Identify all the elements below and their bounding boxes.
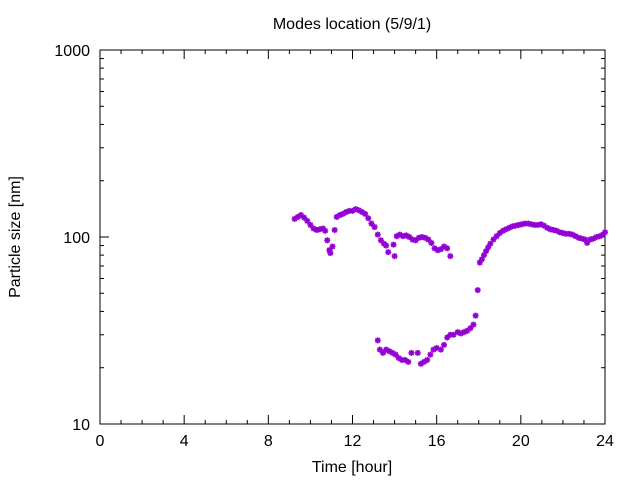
x-tick-label: 20 [512,433,530,450]
x-tick-label: 12 [344,433,362,450]
data-point [374,337,381,344]
data-point [408,349,415,356]
data-point [365,215,372,222]
y-tick-label: 10 [72,417,90,434]
data-point [405,358,412,365]
data-point [324,237,331,244]
data-point [371,224,378,231]
data-point [437,346,444,353]
data-point [362,210,369,217]
y-axis-label: Particle size [nm] [7,176,24,298]
data-point [441,341,448,348]
data-point [374,231,381,238]
plot-frame [99,49,606,425]
data-point [481,252,488,259]
data-point [327,250,334,257]
data-point [391,253,398,260]
data-point [331,227,338,234]
x-tick-label: 4 [180,433,189,450]
data-point [472,312,479,319]
data-point [450,331,457,338]
chart-title: Modes location (5/9/1) [273,16,431,33]
data-point [602,229,608,236]
x-tick-label: 0 [96,433,105,450]
data-point [385,249,392,256]
data-point [447,253,454,260]
data-point [493,233,500,240]
data-point [444,334,451,341]
data-point [444,245,451,252]
data-point [301,214,308,221]
y-tick-label: 100 [63,230,90,247]
data-point [414,349,421,356]
data-point [424,356,431,363]
x-tick-label: 8 [264,433,273,450]
data-point [427,351,434,358]
plot-area-border [99,49,606,425]
x-tick-label: 24 [596,433,614,450]
data-point [383,242,390,249]
y-tick-label: 1000 [54,43,90,60]
data-point [390,241,397,248]
y-axis-ticks: 10 100 1000 [54,43,605,434]
data-point [487,240,494,247]
data-point [329,243,336,250]
data-point [428,239,435,246]
data-point [474,287,481,294]
x-tick-label: 16 [428,433,446,450]
data-point [322,227,329,234]
data-point [470,321,477,328]
x-axis-label: Time [hour] [312,459,392,476]
data-points [291,206,608,367]
x-axis-ticks: 0 4 8 12 16 20 24 [96,50,614,450]
